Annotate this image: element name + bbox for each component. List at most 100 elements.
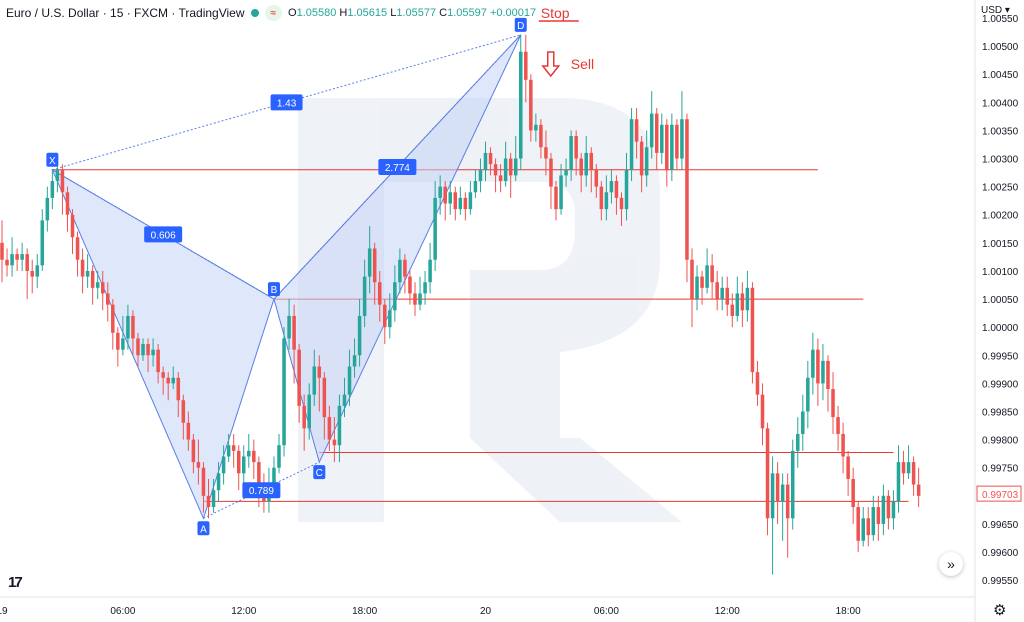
price-tick-label: 1.00000 (982, 323, 1019, 334)
candle-body (453, 192, 458, 210)
time-tick-label: 18:00 (836, 606, 861, 617)
candle-body (695, 276, 699, 300)
candle-body (770, 473, 775, 519)
price-tick-label: 1.00200 (982, 211, 1019, 222)
price-tick-label: 1.00400 (982, 98, 1019, 109)
candle-body (221, 456, 226, 474)
time-tick-label: 19 (0, 606, 8, 617)
candle-body (554, 186, 558, 210)
jump-to-realtime-icon[interactable]: » (939, 552, 963, 576)
sell-annotation: Sell (571, 56, 594, 72)
candle-body (30, 270, 34, 277)
price-tick-label: 1.00550 (982, 14, 1019, 25)
symbol-title[interactable]: Euro / U.S. Dollar · 15 · FXCM · Trading… (6, 6, 245, 20)
candle-body (730, 304, 735, 316)
candle-body (35, 265, 40, 277)
candle-body (388, 310, 392, 328)
candle-body (372, 248, 377, 283)
candle-body (433, 197, 437, 260)
candle-body (468, 192, 473, 210)
candle-body (448, 192, 453, 204)
candle-body (403, 259, 407, 277)
candle-body (644, 147, 649, 176)
candle-body (826, 360, 830, 390)
candle-body (121, 338, 125, 350)
candle-body (629, 119, 634, 170)
candle-body (252, 450, 256, 463)
candle-body (710, 265, 714, 283)
price-tick-label: 1.00450 (982, 70, 1019, 81)
candle-body (911, 462, 916, 485)
pattern-point-badge (267, 282, 280, 297)
candle-body (80, 259, 85, 277)
candle-body (357, 315, 362, 356)
candle-body (639, 141, 644, 176)
candle-body (564, 169, 568, 176)
candle-body (408, 276, 412, 294)
candle-body (594, 169, 599, 187)
candle-body (881, 495, 886, 524)
price-tick-label: 0.99900 (982, 379, 1019, 390)
candle-body (181, 400, 186, 423)
candle-body (544, 147, 548, 159)
currency-select[interactable]: USD ▾ (981, 5, 1010, 16)
candle-body (680, 119, 684, 159)
ohlc-values: O1.05580 H1.05615 L1.05577 C1.05597 +0.0… (288, 7, 536, 19)
gear-icon[interactable]: ⚙ (993, 602, 1007, 619)
candle-body (428, 259, 432, 283)
candle-body (463, 197, 468, 210)
candle-body (287, 315, 291, 339)
candle-body (438, 186, 442, 198)
candle-body (685, 119, 689, 260)
candle-body (700, 276, 704, 288)
candle-body (478, 169, 483, 182)
candle-body (488, 152, 493, 165)
candle-body (327, 417, 332, 440)
candle-body (423, 282, 427, 294)
tradingview-logo-icon[interactable]: 17 (8, 574, 23, 591)
candle-body (660, 124, 664, 153)
candle-body (151, 349, 155, 356)
arrow-down-icon (541, 51, 561, 78)
candle-body (901, 462, 906, 474)
high-label: H (339, 7, 348, 19)
candle-body (539, 124, 543, 148)
candle-body (518, 51, 523, 159)
time-tick-label: 18:00 (352, 606, 377, 617)
candle-body (377, 282, 382, 305)
candle-body (322, 377, 327, 418)
candle-body (25, 254, 29, 271)
candle-body (604, 192, 609, 210)
candle-body (836, 417, 840, 434)
candle-body (624, 169, 629, 210)
candle-body (352, 355, 357, 367)
indicator-pill[interactable]: ≈ (264, 5, 283, 21)
candle-body (574, 136, 578, 159)
open-label: O (288, 7, 297, 19)
price-tick-label: 1.00050 (982, 295, 1019, 306)
ratio-dotted-line (52, 34, 521, 171)
high-value: 1.05615 (347, 7, 388, 19)
candle-body (816, 349, 820, 384)
candle-body (156, 349, 160, 373)
candle-body (70, 214, 75, 238)
candle-body (725, 287, 730, 305)
candle-body (116, 332, 120, 350)
candle-body (821, 360, 825, 384)
candle-body (740, 293, 745, 311)
ratio-label-box (378, 158, 417, 175)
candle-body (10, 254, 14, 266)
pattern-point-label: D (517, 21, 524, 32)
candle-body (60, 169, 65, 193)
candle-body (886, 495, 891, 519)
candle-body (634, 119, 639, 142)
candle-body (498, 175, 503, 182)
ratio-label: 0.606 (151, 230, 176, 241)
candle-body (398, 259, 402, 283)
candle-body (95, 282, 100, 288)
candle-body (176, 377, 181, 401)
candle-body (690, 259, 694, 300)
pattern-point-badge (313, 465, 326, 480)
candle-body (362, 276, 367, 316)
